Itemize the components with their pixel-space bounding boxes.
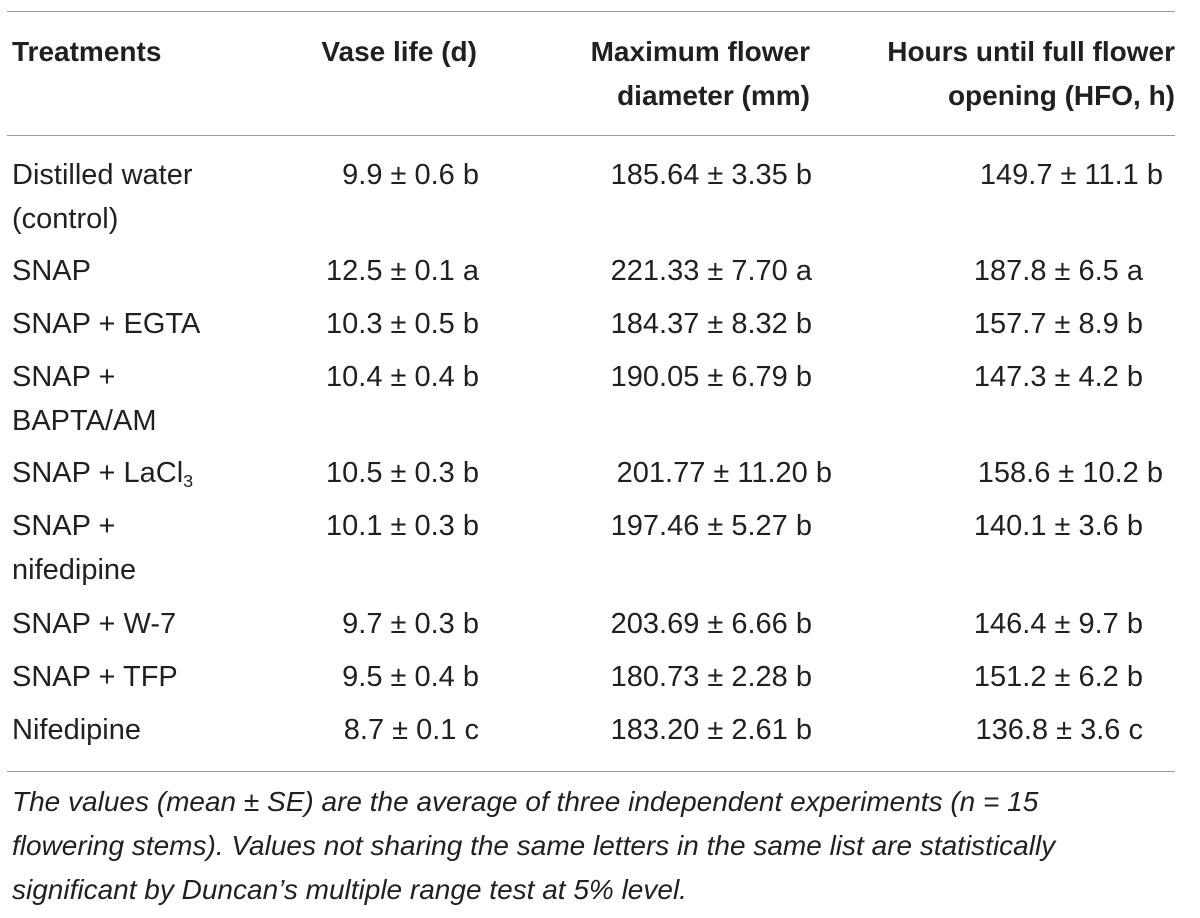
table-header-rule xyxy=(7,135,1175,136)
table-cell-vase-life: 10.4 ± 0.4 b xyxy=(326,361,479,393)
table-row-treatment: SNAP xyxy=(12,255,91,287)
table-row-treatment: Distilled water (control) xyxy=(12,159,193,235)
table-cell-max-diameter: 197.46 ± 5.27 b xyxy=(610,510,812,542)
table-cell-max-diameter: 184.37 ± 8.32 b xyxy=(610,308,812,340)
table-cell-max-diameter: 203.69 ± 6.66 b xyxy=(610,608,812,640)
table-cell-hfo: 158.6 ± 10.2 b xyxy=(977,457,1163,489)
table-footnote: The values (mean ± SE) are the average o… xyxy=(12,786,1056,905)
table-row-treatment: SNAP + nifedipine xyxy=(12,510,137,586)
table-row-treatment: SNAP + TFP xyxy=(12,661,178,693)
table-cell-vase-life: 10.3 ± 0.5 b xyxy=(326,308,479,340)
table-row-treatment: SNAP + EGTA xyxy=(12,308,201,340)
table-cell-vase-life: 12.5 ± 0.1 a xyxy=(326,255,479,287)
table-bottom-rule xyxy=(7,771,1175,772)
header-max-flower-diameter: Maximum flower diameter (mm) xyxy=(590,36,810,111)
table-row-treatment: SNAP + LaCl3 xyxy=(12,457,194,492)
table-cell-hfo: 187.8 ± 6.5 a xyxy=(973,255,1143,287)
table-cell-hfo: 136.8 ± 3.6 c xyxy=(975,714,1143,746)
table-cell-max-diameter: 201.77 ± 11.20 b xyxy=(616,457,832,489)
table-cell-vase-life: 10.1 ± 0.3 b xyxy=(326,510,479,542)
table-cell-vase-life: 8.7 ± 0.1 c xyxy=(343,714,479,746)
table-cell-vase-life: 9.7 ± 0.3 b xyxy=(342,608,479,640)
header-vase-life: Vase life (d) xyxy=(321,36,477,67)
table-cell-vase-life: 10.5 ± 0.3 b xyxy=(326,457,479,489)
table-cell-max-diameter: 185.64 ± 3.35 b xyxy=(610,159,812,191)
table-top-rule xyxy=(7,11,1175,12)
table-cell-hfo: 149.7 ± 11.1 b xyxy=(979,159,1163,191)
table-cell-hfo: 151.2 ± 6.2 b xyxy=(973,661,1143,693)
header-treatments: Treatments xyxy=(12,36,162,67)
table-row-treatment: SNAP + BAPTA/AM xyxy=(12,361,157,437)
table-cell-max-diameter: 183.20 ± 2.61 b xyxy=(610,714,812,746)
table-cell-hfo: 140.1 ± 3.6 b xyxy=(973,510,1143,542)
table-cell-max-diameter: 221.33 ± 7.70 a xyxy=(610,255,812,287)
table-row-treatment: Nifedipine xyxy=(12,714,141,746)
table-cell-max-diameter: 180.73 ± 2.28 b xyxy=(610,661,812,693)
header-hours-until-full-opening: Hours until full flower opening (HFO, h) xyxy=(887,36,1175,111)
table-cell-vase-life: 9.9 ± 0.6 b xyxy=(342,159,479,191)
table-cell-hfo: 157.7 ± 8.9 b xyxy=(973,308,1143,340)
table-row-treatment: SNAP + W-7 xyxy=(12,608,177,640)
table-cell-hfo: 146.4 ± 9.7 b xyxy=(973,608,1143,640)
table-cell-hfo: 147.3 ± 4.2 b xyxy=(973,361,1143,393)
table-cell-vase-life: 9.5 ± 0.4 b xyxy=(342,661,479,693)
table-cell-max-diameter: 190.05 ± 6.79 b xyxy=(610,361,812,393)
